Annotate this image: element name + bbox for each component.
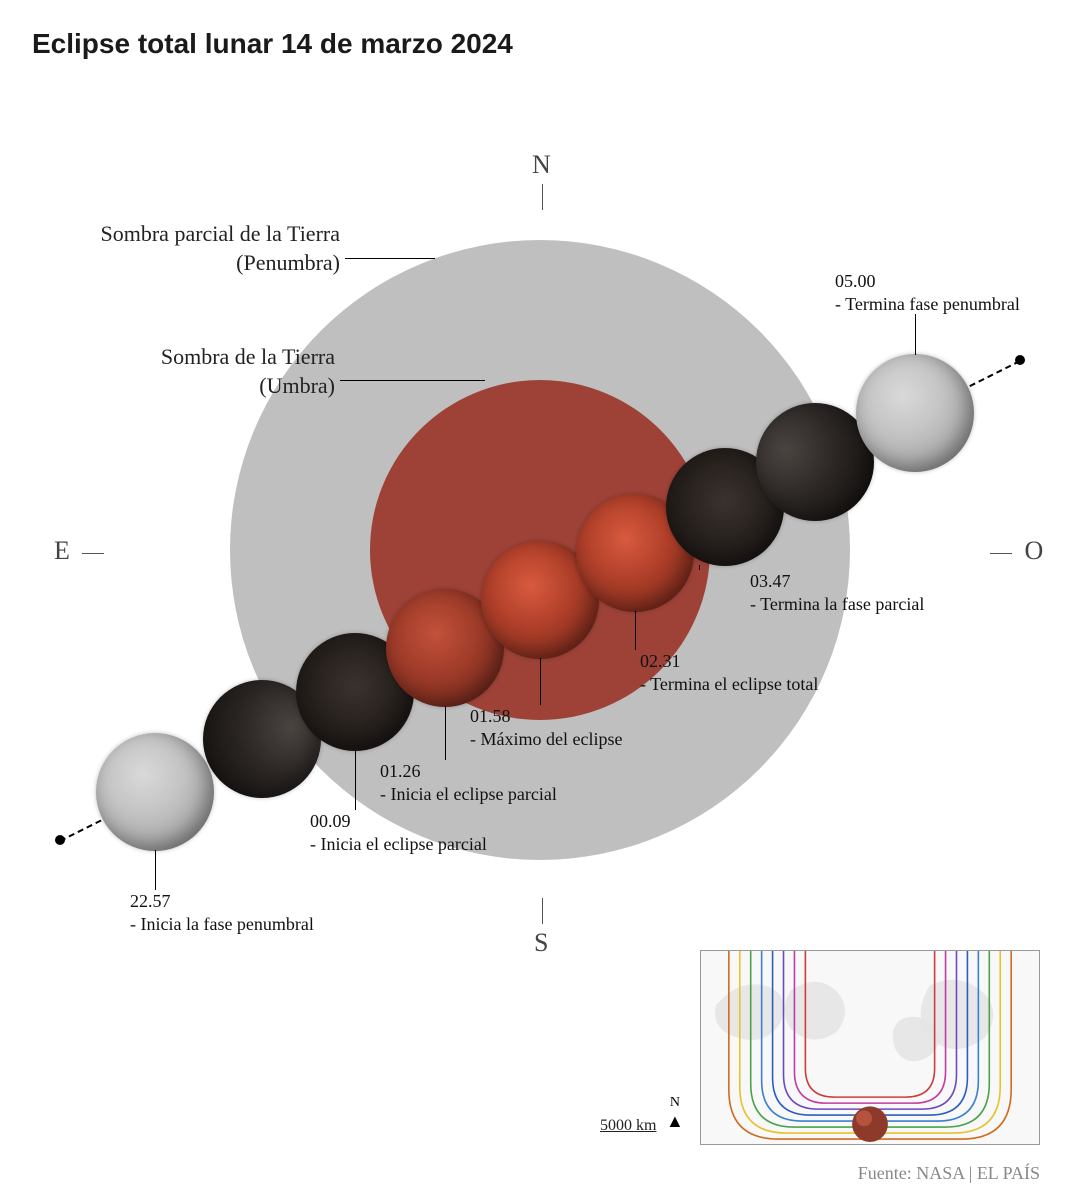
leader-p4 [445, 706, 446, 760]
phase-desc: - Inicia la fase penumbral [130, 913, 314, 936]
mini-map-svg [701, 951, 1039, 1144]
leader-p6 [635, 611, 636, 650]
leader-p7 [699, 565, 700, 570]
phase-time: 01.26 [380, 760, 557, 783]
cardinal-s: S [534, 928, 548, 958]
leader-p1 [155, 850, 156, 890]
phase-time: 01.58 [470, 705, 622, 728]
phase-time: 00.09 [310, 810, 487, 833]
phase-label-p7: 03.47- Termina la fase parcial [750, 570, 924, 617]
leader-p9 [915, 314, 916, 355]
phase-desc: - Termina fase penumbral [835, 293, 1020, 316]
mini-map-scale: 5000 km [600, 1117, 656, 1135]
phase-desc: - Termina el eclipse total [640, 673, 818, 696]
phase-label-p3: 00.09- Inicia el eclipse parcial [310, 810, 487, 857]
cardinal-o: O [990, 536, 1043, 566]
phase-desc: - Inicia el eclipse parcial [380, 783, 557, 806]
phase-time: 05.00 [835, 270, 1020, 293]
leader-p5 [540, 658, 541, 705]
source-credit: Fuente: NASA | EL PAÍS [858, 1163, 1040, 1184]
leader-p3 [355, 750, 356, 810]
penumbra-leader [345, 258, 435, 259]
phase-desc: - Máximo del eclipse [470, 728, 622, 751]
cardinal-e: E [54, 536, 104, 566]
phase-label-p1: 22.57- Inicia la fase penumbral [130, 890, 314, 937]
phase-label-p4: 01.26- Inicia el eclipse parcial [380, 760, 557, 807]
phase-time: 22.57 [130, 890, 314, 913]
phase-desc: - Inicia el eclipse parcial [310, 833, 487, 856]
penumbra-label: Sombra parcial de la Tierra (Penumbra) [40, 220, 340, 277]
cardinal-n: N [532, 150, 551, 180]
phase-time: 02.31 [640, 650, 818, 673]
mini-map [700, 950, 1040, 1145]
page-title: Eclipse total lunar 14 de marzo 2024 [32, 28, 513, 60]
north-arrow-icon: ▲ [666, 1111, 684, 1131]
phase-label-p9: 05.00- Termina fase penumbral [835, 270, 1020, 317]
phase-label-p5: 01.58- Máximo del eclipse [470, 705, 622, 752]
phase-desc: - Termina la fase parcial [750, 593, 924, 616]
mini-map-north: N ▲ [666, 1095, 684, 1132]
path-dot-end [1015, 355, 1025, 365]
umbra-leader [340, 380, 485, 381]
eclipse-diagram: N S E O Sombra parcial de la Tierra (Pen… [0, 80, 1080, 980]
moon-p1 [96, 733, 214, 851]
phase-label-p6: 02.31- Termina el eclipse total [640, 650, 818, 697]
umbra-label: Sombra de la Tierra (Umbra) [115, 343, 335, 400]
phase-time: 03.47 [750, 570, 924, 593]
moon-p9 [856, 354, 974, 472]
